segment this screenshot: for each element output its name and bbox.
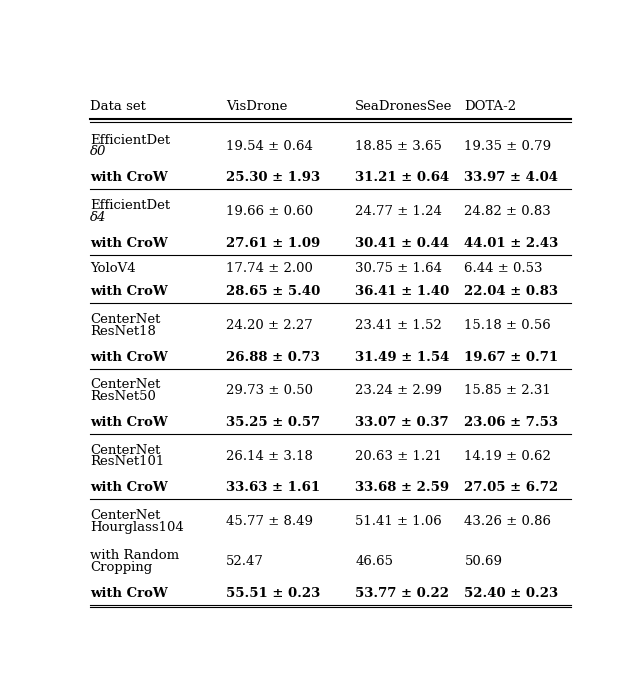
Text: CenterNet: CenterNet [90, 378, 160, 391]
Text: CenterNet: CenterNet [90, 444, 160, 457]
Text: 46.65: 46.65 [355, 555, 393, 568]
Text: CenterNet: CenterNet [90, 313, 160, 326]
Text: 44.01 ± 2.43: 44.01 ± 2.43 [465, 236, 559, 249]
Text: 50.69: 50.69 [465, 555, 502, 568]
Text: 29.73 ± 0.50: 29.73 ± 0.50 [227, 384, 314, 397]
Text: 52.40 ± 0.23: 52.40 ± 0.23 [465, 587, 559, 600]
Text: ResNet101: ResNet101 [90, 456, 164, 469]
Text: 27.05 ± 6.72: 27.05 ± 6.72 [465, 482, 559, 495]
Text: 23.24 ± 2.99: 23.24 ± 2.99 [355, 384, 442, 397]
Text: 24.20 ± 2.27: 24.20 ± 2.27 [227, 319, 313, 332]
Text: 33.63 ± 1.61: 33.63 ± 1.61 [227, 482, 321, 495]
Text: 53.77 ± 0.22: 53.77 ± 0.22 [355, 587, 449, 600]
Text: 20.63 ± 1.21: 20.63 ± 1.21 [355, 449, 442, 462]
Text: ResNet18: ResNet18 [90, 325, 156, 338]
Text: 28.65 ± 5.40: 28.65 ± 5.40 [227, 285, 321, 298]
Text: with CroW: with CroW [90, 587, 168, 600]
Text: 33.97 ± 4.04: 33.97 ± 4.04 [465, 171, 559, 184]
Text: 43.26 ± 0.86: 43.26 ± 0.86 [465, 515, 552, 528]
Text: 36.41 ± 1.40: 36.41 ± 1.40 [355, 285, 449, 298]
Text: 33.07 ± 0.37: 33.07 ± 0.37 [355, 416, 449, 429]
Text: δ0: δ0 [90, 145, 106, 158]
Text: 52.47: 52.47 [227, 555, 264, 568]
Text: 30.75 ± 1.64: 30.75 ± 1.64 [355, 262, 442, 275]
Text: 15.18 ± 0.56: 15.18 ± 0.56 [465, 319, 551, 332]
Text: 23.41 ± 1.52: 23.41 ± 1.52 [355, 319, 442, 332]
Text: 19.67 ± 0.71: 19.67 ± 0.71 [465, 351, 559, 364]
Text: 26.88 ± 0.73: 26.88 ± 0.73 [227, 351, 320, 364]
Text: 33.68 ± 2.59: 33.68 ± 2.59 [355, 482, 449, 495]
Text: 45.77 ± 8.49: 45.77 ± 8.49 [227, 515, 314, 528]
Text: YoloV4: YoloV4 [90, 262, 136, 275]
Text: 24.82 ± 0.83: 24.82 ± 0.83 [465, 205, 551, 218]
Text: with CroW: with CroW [90, 236, 168, 249]
Text: 26.14 ± 3.18: 26.14 ± 3.18 [227, 449, 313, 462]
Text: with CroW: with CroW [90, 416, 168, 429]
Text: 18.85 ± 3.65: 18.85 ± 3.65 [355, 140, 442, 153]
Text: DOTA-2: DOTA-2 [465, 101, 516, 114]
Text: 24.77 ± 1.24: 24.77 ± 1.24 [355, 205, 442, 218]
Text: Hourglass104: Hourglass104 [90, 521, 184, 534]
Text: 14.19 ± 0.62: 14.19 ± 0.62 [465, 449, 551, 462]
Text: 23.06 ± 7.53: 23.06 ± 7.53 [465, 416, 559, 429]
Text: 27.61 ± 1.09: 27.61 ± 1.09 [227, 236, 321, 249]
Text: Cropping: Cropping [90, 561, 152, 574]
Text: with CroW: with CroW [90, 482, 168, 495]
Text: 19.66 ± 0.60: 19.66 ± 0.60 [227, 205, 314, 218]
Text: 19.35 ± 0.79: 19.35 ± 0.79 [465, 140, 552, 153]
Text: 22.04 ± 0.83: 22.04 ± 0.83 [465, 285, 559, 298]
Text: SeaDronesSee: SeaDronesSee [355, 101, 452, 114]
Text: 25.30 ± 1.93: 25.30 ± 1.93 [227, 171, 321, 184]
Text: EfficientDet: EfficientDet [90, 199, 170, 212]
Text: 31.49 ± 1.54: 31.49 ± 1.54 [355, 351, 450, 364]
Text: 17.74 ± 2.00: 17.74 ± 2.00 [227, 262, 313, 275]
Text: ResNet50: ResNet50 [90, 390, 156, 403]
Text: 30.41 ± 0.44: 30.41 ± 0.44 [355, 236, 449, 249]
Text: 31.21 ± 0.64: 31.21 ± 0.64 [355, 171, 449, 184]
Text: 6.44 ± 0.53: 6.44 ± 0.53 [465, 262, 543, 275]
Text: 51.41 ± 1.06: 51.41 ± 1.06 [355, 515, 442, 528]
Text: with CroW: with CroW [90, 351, 168, 364]
Text: EfficientDet: EfficientDet [90, 134, 170, 147]
Text: with CroW: with CroW [90, 285, 168, 298]
Text: Data set: Data set [90, 101, 146, 114]
Text: 55.51 ± 0.23: 55.51 ± 0.23 [227, 587, 321, 600]
Text: with CroW: with CroW [90, 171, 168, 184]
Text: 35.25 ± 0.57: 35.25 ± 0.57 [227, 416, 321, 429]
Text: δ4: δ4 [90, 211, 106, 224]
Text: CenterNet: CenterNet [90, 509, 160, 522]
Text: 19.54 ± 0.64: 19.54 ± 0.64 [227, 140, 313, 153]
Text: VisDrone: VisDrone [227, 101, 288, 114]
Text: 15.85 ± 2.31: 15.85 ± 2.31 [465, 384, 551, 397]
Text: with Random: with Random [90, 549, 179, 562]
